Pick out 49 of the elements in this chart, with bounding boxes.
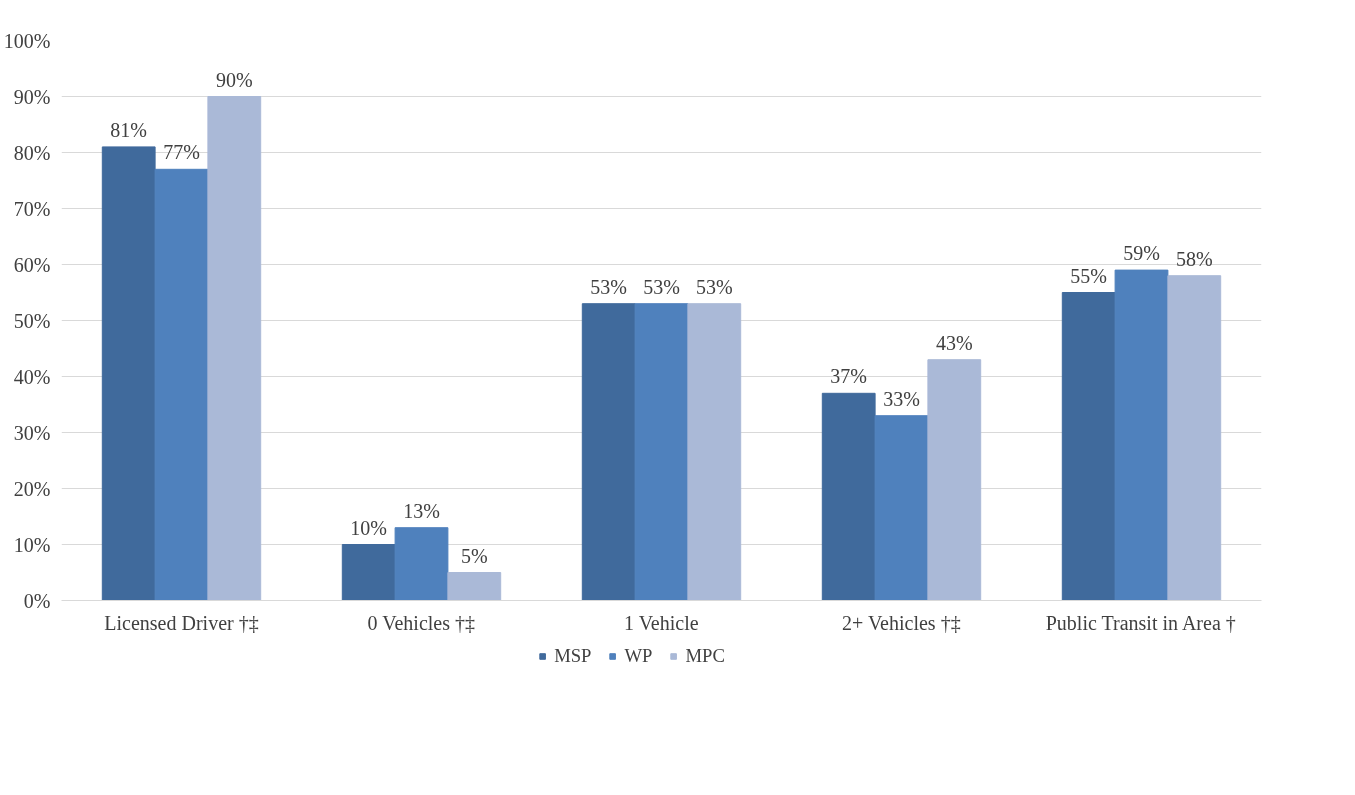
bar bbox=[207, 96, 262, 601]
data-label: 59% bbox=[1123, 242, 1160, 265]
data-label: 58% bbox=[1175, 247, 1213, 270]
bar bbox=[101, 146, 156, 601]
x-tick-label: Public Transit in Area † bbox=[1045, 611, 1236, 634]
y-tick-label: 50% bbox=[13, 309, 51, 332]
y-tick-label: 70% bbox=[13, 197, 51, 220]
data-label: 33% bbox=[883, 387, 920, 410]
y-tick-label: 40% bbox=[13, 365, 51, 388]
data-label: 77% bbox=[163, 141, 200, 164]
data-label: 5% bbox=[460, 544, 488, 567]
data-label: 81% bbox=[110, 118, 148, 141]
data-label: 53% bbox=[590, 275, 628, 298]
data-label: 90% bbox=[215, 68, 253, 91]
x-tick-label: 2+ Vehicles †‡ bbox=[841, 611, 961, 634]
y-tick-label: 80% bbox=[13, 141, 51, 164]
legend-label: MPC bbox=[685, 645, 725, 667]
bar bbox=[634, 303, 689, 601]
data-label: 10% bbox=[350, 516, 388, 539]
bar bbox=[341, 544, 396, 601]
data-label: 55% bbox=[1070, 264, 1108, 287]
legend-label: MSP bbox=[554, 645, 592, 667]
bar bbox=[447, 572, 502, 601]
bar bbox=[1114, 269, 1169, 601]
x-tick-label: 0 Vehicles †‡ bbox=[367, 611, 476, 634]
bar bbox=[821, 392, 876, 601]
y-tick-label: 20% bbox=[13, 477, 51, 500]
y-tick-label: 90% bbox=[13, 85, 51, 108]
y-tick-label: 100% bbox=[3, 29, 51, 52]
bar bbox=[874, 415, 929, 601]
data-label: 53% bbox=[695, 275, 733, 298]
bar bbox=[1167, 275, 1222, 601]
bar bbox=[687, 303, 742, 601]
y-tick-label: 10% bbox=[13, 533, 51, 556]
data-label: 53% bbox=[643, 275, 680, 298]
bar bbox=[927, 359, 982, 601]
data-label: 37% bbox=[830, 365, 868, 388]
y-tick-label: 0% bbox=[23, 589, 51, 612]
bar bbox=[581, 303, 636, 601]
bar bbox=[394, 527, 449, 601]
x-tick-label: Licensed Driver †‡ bbox=[104, 611, 259, 634]
bar bbox=[1061, 292, 1116, 601]
y-tick-label: 30% bbox=[13, 421, 51, 444]
legend-label: WP bbox=[624, 645, 653, 667]
x-tick-label: 1 Vehicle bbox=[624, 611, 699, 634]
data-label: 43% bbox=[935, 331, 973, 354]
bar bbox=[154, 168, 209, 601]
data-label: 13% bbox=[403, 499, 440, 522]
y-tick-label: 60% bbox=[13, 253, 51, 276]
